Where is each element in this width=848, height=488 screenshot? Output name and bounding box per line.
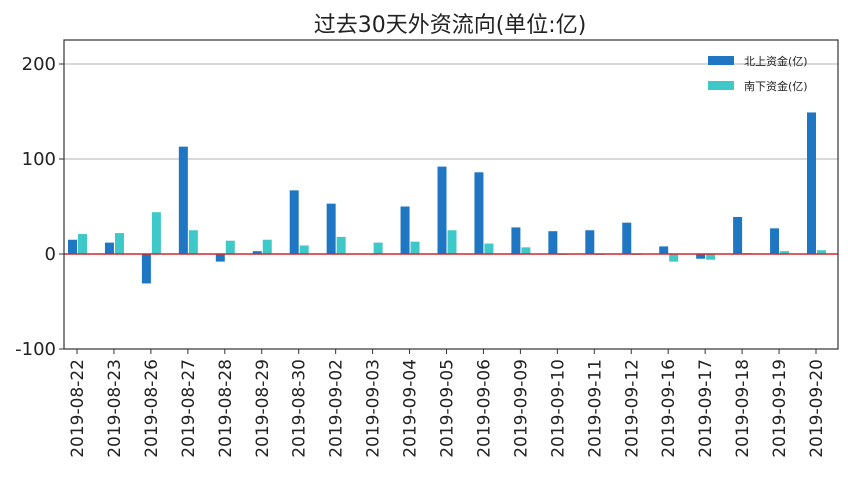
x-tick-label: 2019-09-12 bbox=[622, 359, 642, 458]
bar-series1-2019-09-20 bbox=[807, 112, 816, 254]
bar-series1-2019-09-06 bbox=[474, 172, 484, 254]
bar-series2-2019-08-28 bbox=[225, 240, 235, 254]
x-tick-label: 2019-09-06 bbox=[474, 359, 494, 458]
bar-series2-2019-09-17 bbox=[706, 254, 716, 260]
bar-series1-2019-08-26 bbox=[141, 254, 151, 284]
x-tick-label: 2019-09-19 bbox=[770, 359, 790, 458]
bar-series2-2019-08-29 bbox=[262, 239, 272, 254]
legend-label: 北上资金(亿) bbox=[744, 54, 808, 68]
x-tick-label: 2019-09-05 bbox=[438, 359, 458, 458]
y-tick-label: 0 bbox=[45, 244, 56, 265]
bar-series1-2019-09-17 bbox=[696, 254, 706, 259]
y-axis-ticks: 200 100 0 -100 bbox=[15, 54, 64, 360]
x-tick-label: 2019-08-23 bbox=[105, 359, 125, 458]
bar-series2-2019-09-09 bbox=[521, 247, 531, 254]
bar-series1-2019-09-04 bbox=[400, 206, 410, 254]
bar-series1-2019-08-27 bbox=[178, 146, 188, 254]
x-tick-label: 2019-09-17 bbox=[696, 359, 716, 458]
bar-series1-2019-08-23 bbox=[104, 242, 114, 254]
x-tick-label: 2019-08-26 bbox=[142, 359, 162, 458]
legend: 北上资金(亿) 南下资金(亿) bbox=[708, 54, 808, 93]
bar-series1-2019-08-29 bbox=[252, 251, 262, 254]
x-tick-label: 2019-09-10 bbox=[548, 359, 568, 458]
bar-series2-2019-08-27 bbox=[188, 230, 198, 254]
bar-series2-2019-08-26 bbox=[151, 212, 161, 254]
bar-series2-2019-09-05 bbox=[447, 230, 457, 254]
x-tick-label: 2019-08-30 bbox=[290, 359, 310, 458]
x-tick-label: 2019-09-11 bbox=[585, 359, 605, 458]
y-tick-label: -100 bbox=[15, 339, 56, 360]
x-axis-ticks: 2019-08-22 2019-08-23 2019-08-26 2019-08-27… bbox=[68, 349, 827, 458]
x-tick-label: 2019-08-28 bbox=[216, 359, 236, 458]
bar-series2-2019-08-23 bbox=[114, 233, 124, 254]
bar-series2-2019-08-30 bbox=[299, 245, 309, 254]
x-tick-label: 2019-09-09 bbox=[511, 359, 531, 458]
bar-series2-2019-09-04 bbox=[410, 241, 420, 254]
bar-series1-2019-09-12 bbox=[622, 222, 632, 254]
bar-series1-2019-08-30 bbox=[289, 190, 299, 254]
bar-series1-2019-09-10 bbox=[548, 231, 558, 254]
bar-series2-2019-09-02 bbox=[336, 236, 346, 254]
bar-series2-2019-09-06 bbox=[484, 243, 494, 254]
bar-series1-2019-09-05 bbox=[437, 166, 447, 254]
y-tick-label: 200 bbox=[22, 54, 56, 75]
bar-series2-2019-09-16 bbox=[669, 254, 679, 262]
x-tick-label: 2019-08-27 bbox=[179, 359, 199, 458]
bar-series2-2019-09-03 bbox=[373, 242, 383, 254]
y-tick-label: 100 bbox=[22, 149, 56, 170]
plot-frame bbox=[63, 39, 839, 350]
x-tick-label: 2019-09-18 bbox=[733, 359, 753, 458]
x-tick-label: 2019-08-22 bbox=[68, 359, 88, 458]
legend-swatch bbox=[708, 56, 734, 65]
chart-title: 过去30天外资流向(单位:亿) bbox=[314, 13, 587, 38]
bar-series1-2019-08-28 bbox=[215, 254, 225, 262]
x-tick-label: 2019-09-16 bbox=[659, 359, 679, 458]
legend-label: 南下资金(亿) bbox=[744, 79, 808, 93]
bar-series1-2019-09-09 bbox=[511, 227, 521, 254]
bar-series1-2019-08-22 bbox=[68, 239, 77, 254]
grid-lines bbox=[64, 63, 838, 160]
bars bbox=[68, 112, 826, 284]
x-tick-label: 2019-09-04 bbox=[401, 359, 421, 458]
bar-series1-2019-09-11 bbox=[585, 230, 595, 254]
x-tick-label: 2019-09-20 bbox=[807, 359, 827, 458]
bar-series1-2019-09-16 bbox=[659, 246, 669, 254]
x-tick-label: 2019-09-02 bbox=[327, 359, 347, 458]
legend-swatch bbox=[708, 81, 734, 90]
x-tick-label: 2019-09-03 bbox=[364, 359, 384, 458]
bar-series2-2019-08-22 bbox=[78, 234, 87, 254]
bar-series2-2019-09-19 bbox=[780, 251, 790, 254]
bar-series2-2019-09-20 bbox=[817, 250, 826, 254]
bar-series1-2019-09-19 bbox=[770, 228, 780, 254]
bar-series1-2019-09-18 bbox=[733, 216, 743, 254]
bar-series1-2019-09-02 bbox=[326, 203, 336, 254]
x-tick-label: 2019-08-29 bbox=[253, 359, 273, 458]
